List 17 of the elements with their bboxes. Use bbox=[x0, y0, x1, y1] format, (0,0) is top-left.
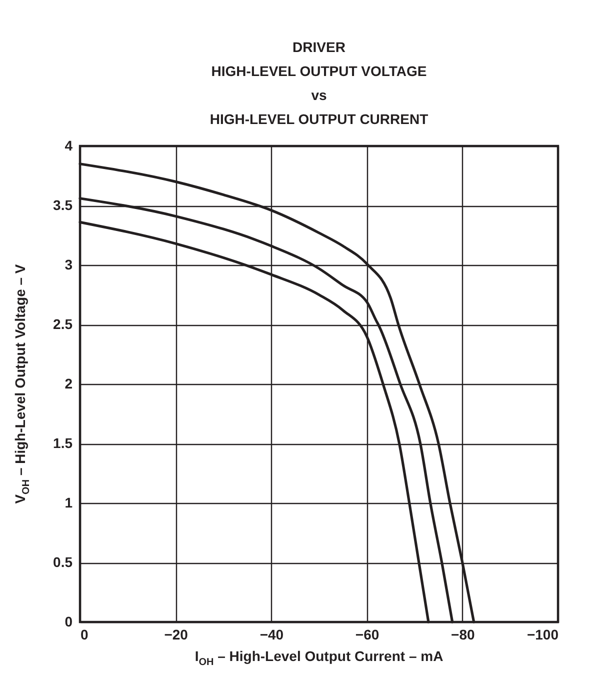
x-tick-label: 0 bbox=[80, 626, 88, 642]
y-tick-label: 0.5 bbox=[53, 554, 73, 570]
y-tick-label: 1 bbox=[64, 494, 73, 510]
y-tick-label: 2.5 bbox=[53, 316, 73, 332]
y-tick-label: 3 bbox=[64, 256, 73, 272]
y-tick-label: 2 bbox=[64, 376, 73, 392]
x-tick-label: −60 bbox=[355, 626, 380, 642]
y-tick-label: 4 bbox=[64, 138, 73, 154]
y-tick-label: 0 bbox=[64, 614, 73, 630]
x-tick-label: −100 bbox=[526, 626, 559, 642]
y-tick-label: 3.5 bbox=[53, 197, 73, 213]
x-tick-label: −80 bbox=[451, 626, 475, 642]
chart-title: DRIVER HIGH-LEVEL OUTPUT VOLTAGE vs HIGH-LEVEL OUTPUT CURRENT bbox=[210, 39, 429, 127]
x-tick-label: −40 bbox=[260, 626, 284, 642]
x-axis-title: I$_{OH}$ – High-Level Output Current – mA bbox=[194, 648, 444, 668]
y-tick-label: 1.5 bbox=[53, 435, 73, 451]
x-tick-label: −20 bbox=[164, 626, 188, 642]
